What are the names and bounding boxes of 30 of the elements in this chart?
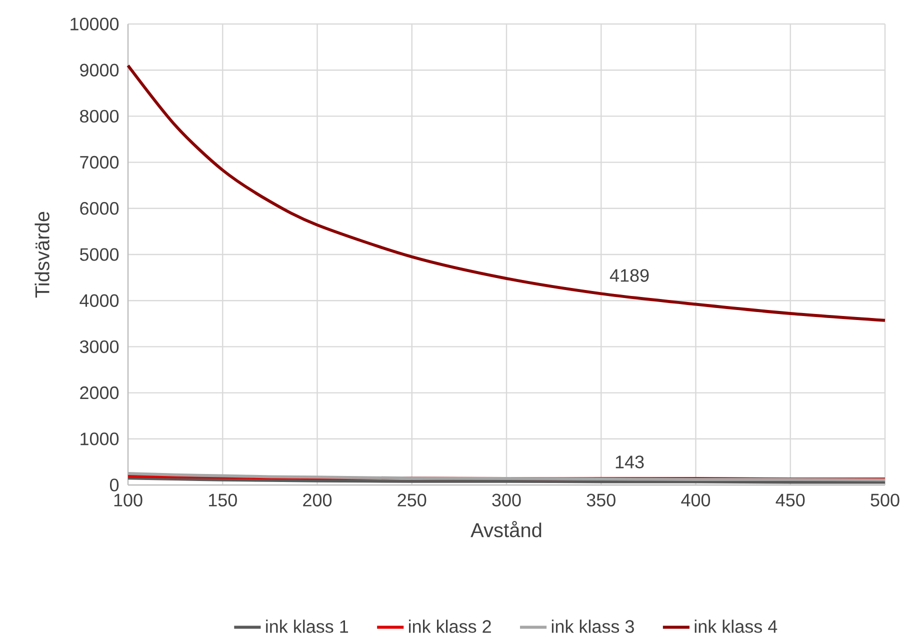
y-tick-label: 4000	[80, 294, 119, 307]
x-axis-title: Avstånd	[470, 520, 542, 538]
y-tick-label: 8000	[80, 110, 119, 123]
y-tick-label: 0	[110, 478, 119, 492]
y-tick-label: 5000	[80, 248, 119, 261]
y-tick-label: 10000	[70, 18, 119, 30]
y-tick-label: 2000	[80, 386, 119, 400]
x-tick-label: 150	[208, 494, 237, 506]
x-tick-label: 100	[114, 494, 142, 506]
legend-label: ink klass 4	[694, 620, 778, 633]
legend-label: ink klass 3	[552, 620, 634, 633]
annotation: 143	[616, 456, 644, 468]
y-tick-label: 7000	[80, 156, 119, 169]
annotation: 4189	[610, 269, 649, 282]
y-axis-title: Tidsvärde	[34, 212, 50, 298]
y-tick-label: 1000	[80, 432, 119, 446]
x-tick-label: 500	[870, 494, 900, 506]
x-tick-label: 450	[776, 494, 805, 506]
x-tick-label: 400	[681, 494, 710, 506]
y-tick-label: 6000	[80, 202, 119, 215]
legend-label: ink klass 1	[266, 620, 348, 633]
line-series	[126, 64, 887, 322]
y-tick-label: 3000	[80, 340, 119, 354]
x-tick-label: 250	[398, 494, 426, 506]
x-tick-label: 300	[492, 494, 521, 506]
y-tick-label: 9000	[80, 64, 119, 76]
x-tick-label: 200	[303, 494, 332, 506]
x-tick-label: 350	[586, 494, 616, 506]
line-series	[126, 472, 887, 482]
legend-label: ink klass 2	[409, 620, 491, 633]
